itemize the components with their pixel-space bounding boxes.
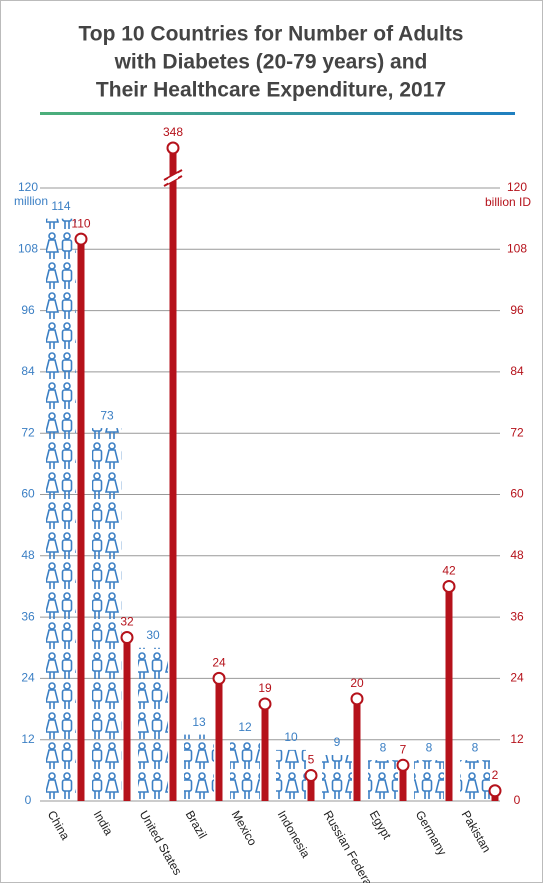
y-tick-label: 120 [18,180,38,194]
x-tick-label: India [91,808,116,838]
bar-cap [488,784,502,798]
value-label: 8 [426,740,433,754]
chart-title: Top 10 Countries for Number of Adults [78,23,463,46]
pictogram-column [368,760,398,801]
pictogram-column [276,749,306,801]
pictogram-column [184,734,214,801]
pictogram-column [322,755,352,801]
value-label: 348 [163,125,183,139]
value-label: 2 [492,768,499,782]
value-label: 13 [192,715,206,729]
bar [215,678,223,801]
value-label: 8 [472,740,479,754]
y2-tick-label: 48 [510,548,524,562]
bar-cap [74,232,88,246]
y-tick-label: 108 [18,241,38,255]
x-tick-label: Egypt [367,808,395,842]
value-label: 7 [400,742,407,756]
chart-title: with Diabetes (20-79 years) and [114,51,428,74]
chart-title: Their Healthcare Expenditure, 2017 [96,79,446,102]
value-label: 12 [238,720,252,734]
y2-tick-label: 72 [510,425,524,439]
pictogram-column [138,647,168,801]
y2-tick-label: 96 [510,303,524,317]
value-label: 114 [51,199,70,213]
y-tick-label: 48 [21,548,35,562]
y2-tick-label: 84 [510,364,524,378]
x-tick-label: China [45,808,73,842]
y2-tick-label: 12 [510,732,524,746]
axis-break [163,169,183,187]
value-label: 8 [380,740,387,754]
x-tick-label: Indonesia [275,808,313,860]
value-label: 9 [334,735,341,749]
value-label: 42 [442,564,456,578]
bar [353,698,361,801]
y-tick-label: 12 [21,732,35,746]
x-tick-label: United States [137,808,185,877]
bar-cap [120,631,134,645]
y2-unit-label: billion ID [485,195,531,209]
y2-tick-label: 36 [510,609,524,623]
bar-cap [166,141,180,155]
value-label: 19 [258,681,272,695]
pictogram-column [92,428,122,801]
value-label: 20 [350,676,364,690]
bar [169,148,177,801]
title-rule [40,112,515,115]
pictogram-column [230,739,260,801]
pictogram-column [460,760,490,801]
value-label: 30 [146,628,160,642]
bar [399,765,407,801]
value-label: 10 [284,730,298,744]
x-tick-label: Brazil [183,808,210,841]
value-label: 32 [120,615,134,629]
y-tick-label: 60 [21,487,35,501]
bar-cap [442,579,456,593]
bar-cap [350,692,364,706]
bar [261,703,269,801]
bar [77,239,85,802]
y-tick-label: 96 [21,303,35,317]
value-label: 110 [71,216,90,230]
bar-cap [258,697,272,711]
bar-cap [396,758,410,772]
y2-tick-label: 0 [514,793,521,807]
x-tick-label: Germany [413,808,450,858]
x-tick-label: Pakistan [459,808,494,855]
bar-cap [304,768,318,782]
y2-tick-label: 24 [510,671,524,685]
y-tick-label: 36 [21,609,35,623]
bar [123,637,131,801]
value-label: 5 [308,753,315,767]
x-tick-label: Mexico [229,808,260,848]
y-tick-label: 84 [21,364,35,378]
y-unit-label: million [14,194,48,208]
bar [307,775,315,801]
pictogram-column [46,218,76,801]
bar-cap [212,671,226,685]
axis-break-gap [168,173,178,184]
y2-tick-label: 60 [510,487,524,501]
value-label: 24 [212,656,226,670]
y2-tick-label: 108 [507,241,527,255]
value-label: 73 [100,408,114,422]
pictogram-column [414,760,444,801]
bar [445,586,453,801]
y-tick-label: 72 [21,425,35,439]
y2-tick-label: 120 [507,180,527,194]
y-tick-label: 24 [21,671,35,685]
y-tick-label: 0 [25,793,32,807]
